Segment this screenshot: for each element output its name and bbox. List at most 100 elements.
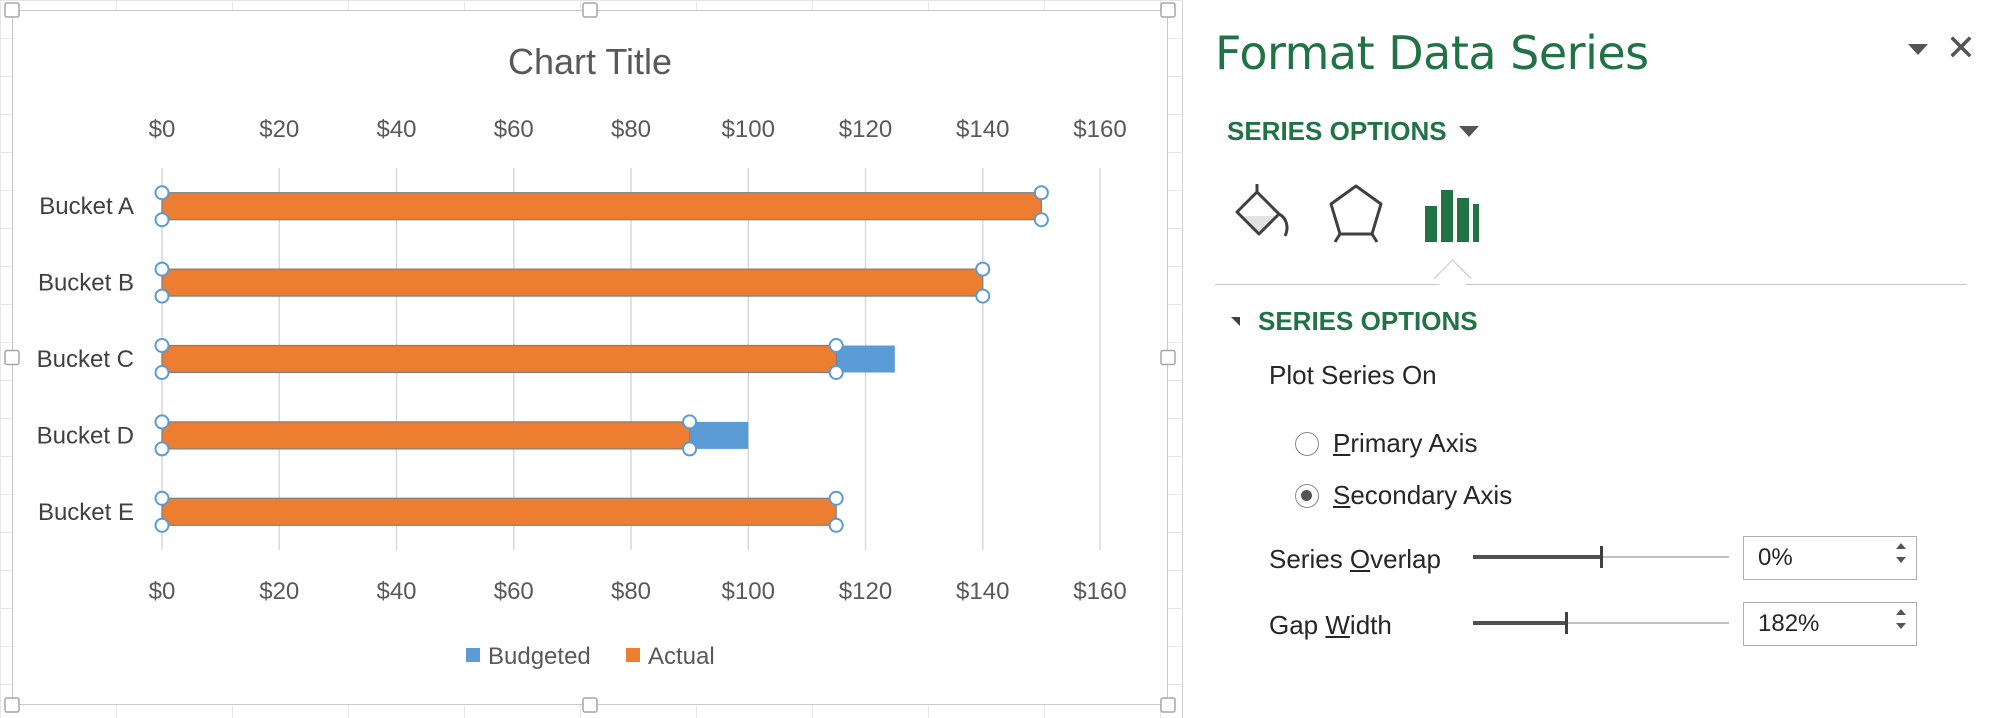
series-options-icon[interactable] bbox=[1415, 178, 1485, 248]
selection-handle[interactable] bbox=[154, 288, 170, 304]
category-label[interactable]: Bucket A bbox=[39, 193, 134, 220]
selection-handle[interactable] bbox=[154, 338, 170, 353]
secondary-axis-tick-label[interactable]: $80 bbox=[611, 116, 651, 143]
selection-handle[interactable] bbox=[154, 441, 170, 457]
selection-handle[interactable] bbox=[828, 490, 844, 506]
chart-title[interactable]: Chart Title bbox=[508, 41, 672, 82]
bar-actual[interactable] bbox=[161, 421, 691, 450]
resize-handle[interactable] bbox=[1160, 349, 1176, 366]
close-icon: ✕ bbox=[1945, 27, 1977, 69]
resize-handle[interactable] bbox=[4, 349, 20, 366]
slider-thumb[interactable] bbox=[1600, 546, 1603, 568]
selected-tab-indicator bbox=[1433, 259, 1472, 298]
selection-handle[interactable] bbox=[154, 517, 170, 533]
primary-axis-tick-label[interactable]: $40 bbox=[376, 578, 416, 605]
secondary-axis-tick-label[interactable]: $40 bbox=[376, 116, 416, 143]
selection-handle[interactable] bbox=[154, 365, 170, 380]
series-overlap-label: Series Overlap bbox=[1269, 544, 1441, 574]
section-title: SERIES OPTIONS bbox=[1258, 306, 1478, 336]
resize-handle[interactable] bbox=[1160, 2, 1176, 18]
close-button[interactable]: ✕ bbox=[1943, 27, 1979, 69]
primary-axis-tick-label[interactable]: $60 bbox=[494, 578, 534, 605]
category-label[interactable]: Bucket E bbox=[38, 499, 134, 526]
primary-axis-radio[interactable] bbox=[1295, 431, 1319, 456]
primary-axis-tick-label[interactable]: $0 bbox=[149, 578, 176, 605]
selection-handle[interactable] bbox=[828, 365, 844, 380]
category-label[interactable]: Bucket C bbox=[37, 346, 134, 373]
resize-handle[interactable] bbox=[4, 697, 20, 713]
spin-up-icon[interactable] bbox=[1896, 543, 1906, 549]
secondary-axis-tick-label[interactable]: $140 bbox=[956, 116, 1009, 143]
bar-actual[interactable] bbox=[161, 497, 837, 526]
dropdown-label: SERIES OPTIONS bbox=[1227, 116, 1447, 146]
secondary-axis-tick-label[interactable]: $0 bbox=[149, 116, 176, 143]
legend-label: Budgeted bbox=[488, 643, 591, 670]
effects-icon[interactable] bbox=[1321, 178, 1391, 248]
selection-handle[interactable] bbox=[828, 338, 844, 353]
resize-handle[interactable] bbox=[582, 697, 598, 713]
legend-item-budgeted[interactable]: Budgeted bbox=[466, 643, 591, 670]
secondary-axis-tick-label[interactable]: $20 bbox=[259, 116, 299, 143]
secondary-axis-tick-label[interactable]: $160 bbox=[1073, 116, 1126, 143]
primary-axis-tick-label[interactable]: $100 bbox=[722, 578, 775, 605]
legend-label: Actual bbox=[648, 643, 715, 670]
category-label[interactable]: Bucket B bbox=[38, 270, 134, 297]
primary-axis-tick-label[interactable]: $80 bbox=[611, 578, 651, 605]
gap-width-input[interactable] bbox=[1758, 610, 1878, 638]
primary-axis-option[interactable]: Primary Axis bbox=[1295, 428, 1477, 459]
selection-handle[interactable] bbox=[154, 490, 170, 506]
chevron-down-icon bbox=[1458, 126, 1479, 137]
selection-handle[interactable] bbox=[828, 517, 844, 533]
spin-down-icon[interactable] bbox=[1896, 623, 1906, 629]
secondary-axis-option[interactable]: Secondary Axis bbox=[1295, 480, 1512, 511]
primary-axis-tick-label[interactable]: $20 bbox=[259, 578, 299, 605]
secondary-axis-label: Secondary Axis bbox=[1333, 480, 1513, 510]
resize-handle[interactable] bbox=[582, 2, 598, 18]
series-options-dropdown[interactable]: SERIES OPTIONS bbox=[1227, 116, 1479, 147]
spin-up-icon[interactable] bbox=[1896, 609, 1906, 615]
plot-series-on-label: Plot Series On bbox=[1269, 360, 1437, 390]
selection-handle[interactable] bbox=[154, 261, 170, 277]
fill-line-icon[interactable] bbox=[1227, 178, 1297, 248]
selection-handle[interactable] bbox=[154, 414, 170, 430]
pane-options-button[interactable] bbox=[1903, 34, 1933, 64]
selection-handle[interactable] bbox=[154, 185, 170, 201]
selection-handle[interactable] bbox=[1033, 212, 1049, 228]
secondary-axis-radio[interactable] bbox=[1295, 483, 1319, 508]
divider bbox=[1215, 284, 1967, 285]
secondary-axis-tick-label[interactable]: $120 bbox=[839, 116, 892, 143]
pane-title: Format Data Series bbox=[1215, 26, 1649, 80]
bar-actual[interactable] bbox=[161, 344, 837, 374]
selection-handle[interactable] bbox=[975, 288, 991, 304]
slider-thumb[interactable] bbox=[1565, 612, 1568, 634]
series-overlap-input[interactable] bbox=[1758, 544, 1878, 572]
secondary-axis-tick-label[interactable]: $60 bbox=[494, 116, 534, 143]
format-pane: Format Data Series ✕ SERIES OPTIONS bbox=[1182, 0, 2000, 718]
primary-axis-tick-label[interactable]: $120 bbox=[839, 578, 892, 605]
selection-handle[interactable] bbox=[975, 261, 991, 277]
chevron-down-icon bbox=[1908, 43, 1928, 55]
category-label[interactable]: Bucket D bbox=[37, 422, 134, 449]
spin-down-icon[interactable] bbox=[1896, 557, 1906, 563]
series-overlap-slider[interactable] bbox=[1473, 542, 1729, 572]
primary-axis-tick-label[interactable]: $160 bbox=[1073, 578, 1126, 605]
gap-width-slider[interactable] bbox=[1473, 608, 1729, 638]
collapse-triangle-icon bbox=[1231, 317, 1240, 326]
primary-axis-tick-label[interactable]: $140 bbox=[956, 578, 1009, 605]
selection-handle[interactable] bbox=[682, 441, 698, 457]
resize-handle[interactable] bbox=[1160, 697, 1176, 713]
series-options-section-header[interactable]: SERIES OPTIONS bbox=[1231, 306, 1478, 337]
resize-handle[interactable] bbox=[4, 2, 20, 18]
selection-handle[interactable] bbox=[1033, 185, 1049, 201]
secondary-axis-tick-label[interactable]: $100 bbox=[722, 116, 775, 143]
selection-handle[interactable] bbox=[154, 212, 170, 228]
bar-actual[interactable] bbox=[161, 268, 984, 297]
gap-width-spinner[interactable] bbox=[1743, 602, 1917, 646]
legend-item-actual[interactable]: Actual bbox=[626, 643, 715, 670]
bar-chart[interactable]: Chart Title $0 $20 $40 $60 $80 $100 $120 $140 $1… bbox=[0, 0, 1182, 718]
gap-width-label: Gap Width bbox=[1269, 610, 1392, 640]
selection-handle[interactable] bbox=[682, 414, 698, 430]
series-overlap-spinner[interactable] bbox=[1743, 536, 1917, 580]
bar-actual[interactable] bbox=[161, 192, 1042, 221]
legend-swatch bbox=[466, 648, 480, 662]
